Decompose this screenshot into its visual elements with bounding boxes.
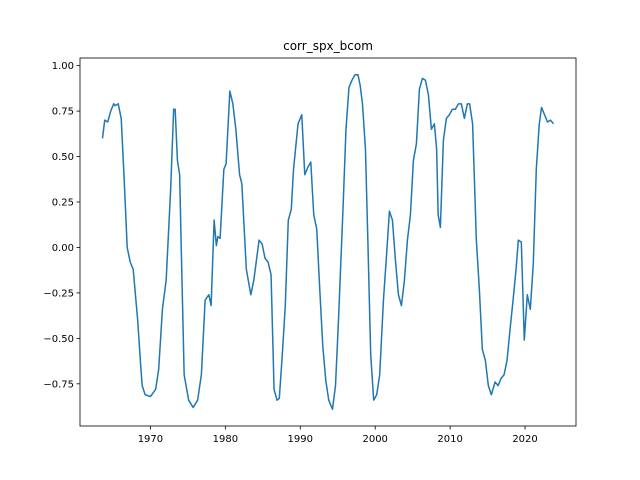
y-tick-label: 1.00 xyxy=(52,61,74,72)
y-tick-label: 0.50 xyxy=(52,152,74,163)
x-tick-label: 1970 xyxy=(138,434,163,445)
y-tick-label: −0.25 xyxy=(43,288,74,299)
axes-frame xyxy=(79,57,577,427)
chart-title: corr_spx_bcom xyxy=(283,39,373,53)
line xyxy=(101,73,555,411)
x-tick-label: 2000 xyxy=(362,434,387,445)
x-tick-label: 1990 xyxy=(288,434,313,445)
y-tick-label: 0.75 xyxy=(52,107,74,118)
x-tick-label: 2020 xyxy=(512,434,537,445)
y-tick-label: 0.25 xyxy=(52,198,74,209)
y-tick-label: 0.00 xyxy=(52,243,74,254)
x-tick-label: 1980 xyxy=(213,434,238,445)
y-tick-label: −0.75 xyxy=(43,379,74,390)
y-tick-label: −0.50 xyxy=(43,334,74,345)
x-tick-label: 2010 xyxy=(437,434,462,445)
